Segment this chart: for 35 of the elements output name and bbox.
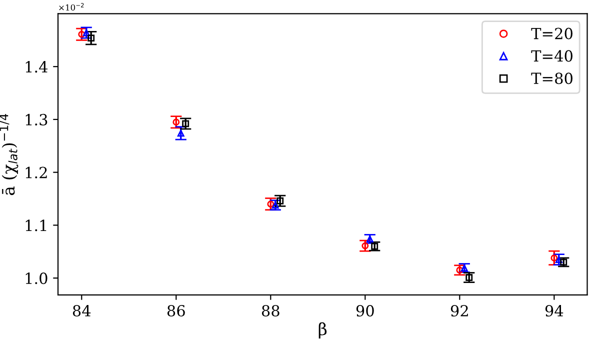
point <box>371 242 378 250</box>
point <box>172 118 180 126</box>
point <box>362 242 369 250</box>
point <box>366 235 374 242</box>
point <box>555 256 562 264</box>
point <box>82 29 90 36</box>
x-tick-label: 88 <box>262 304 280 317</box>
point <box>88 34 95 42</box>
point <box>560 258 568 266</box>
x-tick-label: 86 <box>167 304 185 317</box>
point <box>182 120 190 128</box>
legend-label: T=40 <box>531 50 572 62</box>
y-tick-label: 1.3 <box>26 114 48 126</box>
x-tick-label: 90 <box>356 304 374 317</box>
x-tick-label: 94 <box>545 304 564 317</box>
y-tick-label: 1.2 <box>26 166 47 178</box>
point <box>177 130 184 137</box>
point <box>466 274 473 282</box>
point <box>460 264 468 272</box>
x-tick-label: 84 <box>72 304 91 317</box>
y-tick-label: 1.4 <box>26 61 48 73</box>
x-tick-label: 92 <box>450 304 468 317</box>
y-tick-label: 1.0 <box>26 272 48 284</box>
point <box>272 202 279 209</box>
y-tick-label: 1.1 <box>26 220 46 232</box>
y-axis-title: ā (χ$_{lat}$)$^{−1/4}$ <box>0 114 18 196</box>
point <box>276 197 284 204</box>
x-axis-title: β <box>318 322 327 338</box>
point <box>267 200 274 208</box>
point <box>78 30 86 38</box>
legend-label: T=80 <box>531 72 572 84</box>
text: ×10$^{−2}$ <box>59 2 84 11</box>
point <box>456 266 464 274</box>
legend-label: T=20 <box>531 28 572 40</box>
point <box>550 254 558 262</box>
